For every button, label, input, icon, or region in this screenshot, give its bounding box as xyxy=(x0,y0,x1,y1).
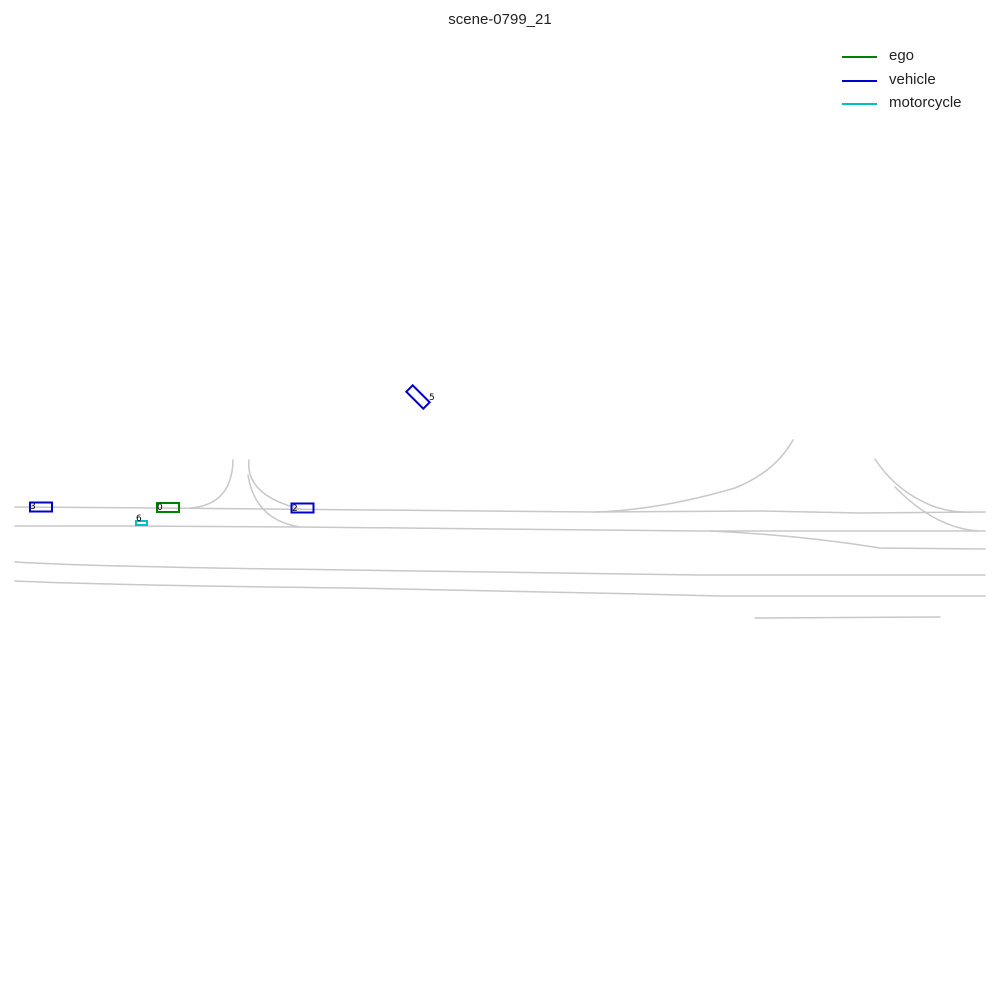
agent-box-vehicle-5 xyxy=(404,383,432,411)
lane-line xyxy=(247,474,301,528)
agent-box-ego-0 xyxy=(156,502,180,513)
lane-line xyxy=(189,459,234,509)
agent-box-motorcycle-6 xyxy=(135,520,148,526)
agent-label-2: 2 xyxy=(292,504,298,514)
lane-line xyxy=(754,616,941,619)
legend-item-motorcycle: motorcycle xyxy=(840,93,990,117)
lane-line xyxy=(14,561,986,576)
agent-label-6: 6 xyxy=(136,514,142,524)
agent-label-0: 0 xyxy=(157,503,163,513)
agents xyxy=(29,383,432,526)
legend-swatch-motorcycle xyxy=(842,103,877,105)
lane-line xyxy=(874,458,973,513)
agent-box-vehicle-2 xyxy=(290,502,315,514)
lane-lines xyxy=(14,439,986,619)
lane-line xyxy=(709,530,986,550)
lane-line xyxy=(14,506,986,514)
lane-line xyxy=(14,580,986,597)
agent-box-vehicle-3 xyxy=(29,501,53,513)
agent-label-3: 3 xyxy=(30,502,36,512)
lane-line xyxy=(894,486,979,532)
legend-swatch-ego xyxy=(842,56,877,58)
lane-line xyxy=(14,525,986,532)
lane-line xyxy=(594,439,794,513)
plot-title: scene-0799_21 xyxy=(448,11,552,28)
agent-label-5: 5 xyxy=(429,393,435,403)
legend-swatch-vehicle xyxy=(842,79,877,82)
legend: ego vehicle motorcycle xyxy=(840,46,990,117)
lane-line xyxy=(248,459,301,510)
legend-label-ego: ego xyxy=(889,47,915,64)
legend-label-motorcycle: motorcycle xyxy=(889,94,962,111)
legend-item-ego: ego xyxy=(840,46,990,70)
agent-labels: 0 2 3 5 6 xyxy=(30,393,435,524)
legend-item-vehicle: vehicle xyxy=(840,70,990,94)
legend-label-vehicle: vehicle xyxy=(889,70,936,88)
